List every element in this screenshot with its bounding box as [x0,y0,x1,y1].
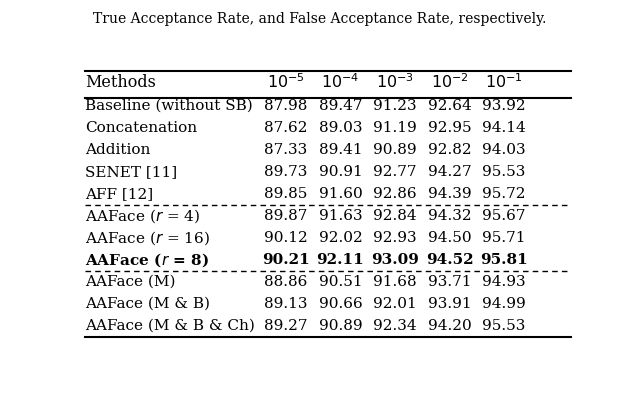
Text: 95.71: 95.71 [483,231,526,245]
Text: 92.11: 92.11 [317,253,364,267]
Text: 95.72: 95.72 [483,187,526,201]
Text: 92.84: 92.84 [373,209,417,223]
Text: 94.20: 94.20 [428,319,472,333]
Text: 94.03: 94.03 [483,143,526,157]
Text: 92.86: 92.86 [373,187,417,201]
Text: 91.63: 91.63 [319,209,362,223]
Text: 90.89: 90.89 [319,319,362,333]
Text: 89.85: 89.85 [264,187,308,201]
Text: AAFace (M & B & Ch): AAFace (M & B & Ch) [85,319,255,333]
Text: $10^{-4}$: $10^{-4}$ [321,73,360,92]
Text: $10^{-3}$: $10^{-3}$ [376,73,414,92]
Text: $10^{-2}$: $10^{-2}$ [431,73,468,92]
Text: AAFace ($r$ = 8): AAFace ($r$ = 8) [85,251,209,269]
Text: 89.41: 89.41 [319,143,362,157]
Text: 87.98: 87.98 [264,99,308,113]
Text: AAFace ($r$ = 4): AAFace ($r$ = 4) [85,207,200,225]
Text: 94.50: 94.50 [428,231,471,245]
Text: 93.71: 93.71 [428,275,471,289]
Text: Baseline (without SB): Baseline (without SB) [85,99,253,113]
Text: 94.32: 94.32 [428,209,471,223]
Text: 88.86: 88.86 [264,275,308,289]
Text: AAFace (M & B): AAFace (M & B) [85,297,210,311]
Text: 95.53: 95.53 [483,165,526,179]
Text: SENET [11]: SENET [11] [85,165,177,179]
Text: 92.64: 92.64 [428,99,472,113]
Text: 93.92: 93.92 [483,99,526,113]
Text: $10^{-1}$: $10^{-1}$ [485,73,523,92]
Text: 92.34: 92.34 [373,319,417,333]
Text: 93.09: 93.09 [371,253,419,267]
Text: Concatenation: Concatenation [85,121,197,135]
Text: 95.53: 95.53 [483,319,526,333]
Text: 92.95: 92.95 [428,121,471,135]
Text: 87.33: 87.33 [264,143,307,157]
Text: 89.87: 89.87 [264,209,308,223]
Text: Addition: Addition [85,143,150,157]
Text: 90.21: 90.21 [262,253,310,267]
Text: 89.27: 89.27 [264,319,308,333]
Text: 95.67: 95.67 [483,209,526,223]
Text: 92.82: 92.82 [428,143,471,157]
Text: 94.99: 94.99 [482,297,526,311]
Text: 89.73: 89.73 [264,165,308,179]
Text: 94.27: 94.27 [428,165,471,179]
Text: 91.68: 91.68 [373,275,417,289]
Text: 89.13: 89.13 [264,297,308,311]
Text: 94.52: 94.52 [426,253,474,267]
Text: 91.23: 91.23 [373,99,417,113]
Text: 89.47: 89.47 [319,99,362,113]
Text: 89.03: 89.03 [319,121,362,135]
Text: $10^{-5}$: $10^{-5}$ [267,73,305,92]
Text: AFF [12]: AFF [12] [85,187,153,201]
Text: 90.89: 90.89 [373,143,417,157]
Text: AAFace (M): AAFace (M) [85,275,175,289]
Text: 95.81: 95.81 [480,253,528,267]
Text: 91.19: 91.19 [373,121,417,135]
Text: 91.60: 91.60 [319,187,362,201]
Text: 92.93: 92.93 [373,231,417,245]
Text: 94.39: 94.39 [428,187,471,201]
Text: True Acceptance Rate, and False Acceptance Rate, respectively.: True Acceptance Rate, and False Acceptan… [93,12,547,26]
Text: 94.14: 94.14 [482,121,526,135]
Text: AAFace ($r$ = 16): AAFace ($r$ = 16) [85,229,210,247]
Text: 92.77: 92.77 [373,165,417,179]
Text: 92.02: 92.02 [319,231,362,245]
Text: 90.91: 90.91 [319,165,362,179]
Text: 93.91: 93.91 [428,297,471,311]
Text: Methods: Methods [85,74,156,91]
Text: 90.12: 90.12 [264,231,308,245]
Text: 87.62: 87.62 [264,121,308,135]
Text: 94.93: 94.93 [483,275,526,289]
Text: 92.01: 92.01 [373,297,417,311]
Text: 90.66: 90.66 [319,297,362,311]
Text: 90.51: 90.51 [319,275,362,289]
